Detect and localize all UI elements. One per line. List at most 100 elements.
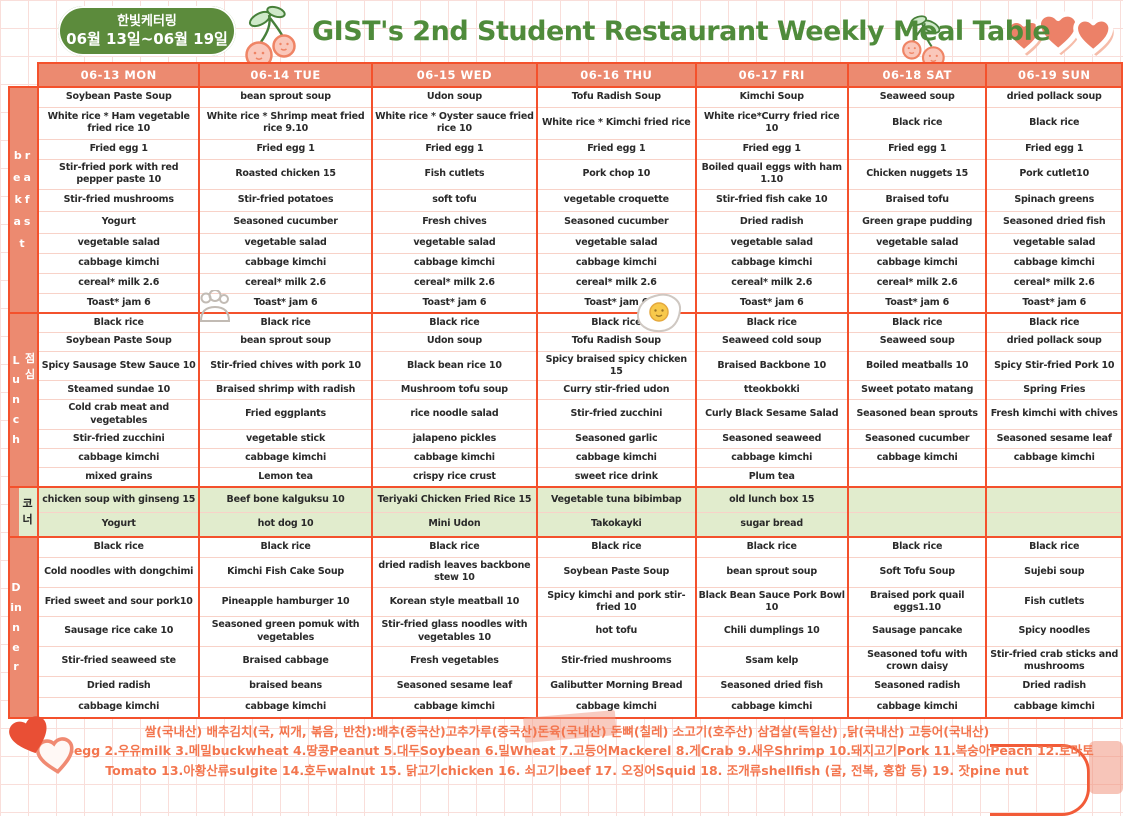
meal-item: cabbage kimchi — [371, 252, 539, 273]
meal-item: Fried egg 1 — [537, 138, 697, 159]
meal-item: bean sprout soup — [199, 331, 373, 351]
meal-item — [847, 466, 988, 488]
meal-item: vegetable salad — [695, 232, 849, 253]
meal-item: cabbage kimchi — [38, 252, 201, 273]
section-gutter-corner: 코너 — [8, 486, 39, 539]
allergen-note: #란류egg 2.우유milk 3.메밀buckwheat 4.땅콩Peanut… — [40, 743, 1094, 778]
meal-item: sweet rice drink — [537, 466, 697, 488]
meal-item: Spicy Sausage Stew Sauce 10 — [38, 350, 201, 381]
meal-item: Fish cutlets — [371, 158, 539, 189]
meal-item: cereal* milk 2.6 — [371, 272, 539, 293]
meal-item: Spring Fries — [986, 380, 1123, 400]
meal-item: Black rice — [986, 106, 1123, 139]
meal-item: old lunch box 15 — [695, 486, 849, 513]
meal-item: Fried egg 1 — [695, 138, 849, 159]
section-gutter-dinner: Dinner — [8, 536, 39, 720]
meal-item: Black rice — [371, 312, 539, 332]
meal-item: Chicken nuggets 15 — [847, 158, 988, 189]
meal-item: Black rice — [537, 536, 697, 558]
meal-item: Black Bean Sauce Pork Bowl 10 — [695, 586, 849, 617]
breakfast-row: Fried egg 1 Fried egg 1 Fried egg 1 Fried e… — [9, 138, 1123, 159]
meal-item: Seasoned sesame leaf — [986, 428, 1123, 449]
lunch-row: Steamed sundae 10 Braised shrimp with rad… — [9, 380, 1123, 400]
meal-item: Spinach greens — [986, 188, 1123, 211]
meal-item: Stir-fried zucchini — [38, 428, 201, 449]
meal-item: Sweet potato matang — [847, 380, 988, 400]
day-header: 06-18 SAT — [846, 62, 988, 88]
footer-notes: 쌀(국내산) 배추김치(국, 찌개, 볶음, 반찬):배추(중국산)고추가루(중… — [36, 722, 1098, 780]
meal-item: cabbage kimchi — [537, 447, 697, 468]
fried-egg-doodle-icon — [636, 293, 682, 333]
meal-item: Black bean rice 10 — [371, 350, 539, 381]
meal-item: Braised pork quail eggs1.10 — [847, 586, 988, 617]
meal-item: Black rice — [986, 312, 1123, 332]
section-gutter-breakfast: breakfast — [8, 86, 39, 314]
dinner-row: Fried sweet and sour pork10 Pineapple ham… — [9, 586, 1123, 617]
meal-item: Seaweed soup — [847, 86, 988, 107]
breakfast-row: cereal* milk 2.6 cereal* milk 2.6 cereal* … — [9, 272, 1123, 293]
meal-item: cereal* milk 2.6 — [537, 272, 697, 293]
meal-item: Vegetable tuna bibimbap — [537, 486, 697, 513]
meal-item: Toast* jam 6 — [847, 292, 988, 313]
meal-item: Kimchi Fish Cake Soup — [199, 556, 373, 588]
meal-item: Stir-fried mushrooms — [38, 188, 201, 211]
meal-item: Black rice — [695, 536, 849, 558]
date-range: 06월 13일~06월 19일 — [66, 29, 228, 48]
meal-item: Pork chop 10 — [537, 158, 697, 189]
meal-item: Beef bone kalguksu 10 — [199, 486, 373, 513]
corner-row: Yogurt hot dog 10 Mini Udon Takokayki sugar … — [9, 511, 1123, 538]
meal-item: Braised cabbage — [199, 645, 373, 677]
meal-item: Pork cutlet10 — [986, 158, 1123, 189]
meal-item: cereal* milk 2.6 — [38, 272, 201, 293]
meal-item: mixed grains — [38, 466, 201, 488]
meal-item: Fresh kimchi with chives — [986, 399, 1123, 430]
meal-item: cereal* milk 2.6 — [199, 272, 373, 293]
meal-item: Black rice — [695, 312, 849, 332]
meal-item: Seasoned cucumber — [199, 210, 373, 233]
meal-item: Chili dumplings 10 — [695, 616, 849, 647]
lunch-row: Spicy Sausage Stew Sauce 10 Stir-fried ch… — [9, 350, 1123, 381]
breakfast-row: cabbage kimchi cabbage kimchi cabbage kimc… — [9, 252, 1123, 273]
meal-item: bean sprout soup — [199, 86, 373, 107]
breakfast-row: Stir-fried pork with red pepper paste 10… — [9, 158, 1123, 189]
lunch-row: Cold crab meat and vegetables Fried eggpl… — [9, 399, 1123, 430]
meal-item: Braised tofu — [847, 188, 988, 211]
meal-item: White rice * Shrimp meat fried rice 9.10 — [199, 106, 373, 139]
meal-item: Seaweed cold soup — [695, 331, 849, 351]
meal-item: Fried egg 1 — [986, 138, 1123, 159]
meal-item: Fresh vegetables — [371, 645, 539, 677]
lunch-row: cabbage kimchi cabbage kimchi cabbage kimc… — [9, 447, 1123, 468]
day-header: 06-19 SUN — [985, 62, 1123, 88]
meal-item: Curry stir-fried udon — [537, 380, 697, 400]
section-label-lunch-ko: 점심 — [24, 351, 36, 382]
meal-item: Stir-fried fish cake 10 — [695, 188, 849, 211]
meal-item: braised beans — [199, 675, 373, 698]
meal-item: Stir-fried zucchini — [537, 399, 697, 430]
meal-item: Seasoned garlic — [537, 428, 697, 449]
meal-item: vegetable salad — [986, 232, 1123, 253]
meal-item: Lemon tea — [199, 466, 373, 488]
meal-item: cabbage kimchi — [371, 447, 539, 468]
meal-item: Fish cutlets — [986, 586, 1123, 617]
section-label-corner: 코너 — [22, 496, 33, 527]
meal-item: Soybean Paste Soup — [38, 86, 201, 107]
meal-item — [986, 486, 1123, 513]
section-label-dinner: Dinner — [10, 581, 22, 674]
meal-item: Black rice — [847, 536, 988, 558]
meal-item: Seasoned cucumber — [537, 210, 697, 233]
triple-hearts-icon — [1005, 11, 1114, 56]
section-gutter-lunch: Lunch 점심 — [8, 311, 39, 489]
meal-item — [847, 486, 988, 513]
meal-item: cereal* milk 2.6 — [986, 272, 1123, 293]
meal-item: Stir-fried pork with red pepper paste 10 — [38, 158, 201, 189]
meal-item: Stir-fried glass noodles with vegetables… — [371, 616, 539, 647]
meal-item: Black rice — [847, 106, 988, 139]
meal-item: Sausage pancake — [847, 616, 988, 647]
meal-item: Kimchi Soup — [695, 86, 849, 107]
meal-item: Fried eggplants — [199, 399, 373, 430]
meal-item: crispy rice crust — [371, 466, 539, 488]
steamed-bun-doodle-icon — [199, 290, 231, 322]
breakfast-row: Yogurt Seasoned cucumber Fresh chives Seaso… — [9, 210, 1123, 233]
meal-item: White rice * Ham vegetable fried rice 10 — [38, 106, 201, 139]
dinner-row: Sausage rice cake 10 Seasoned green pomuk… — [9, 616, 1123, 647]
